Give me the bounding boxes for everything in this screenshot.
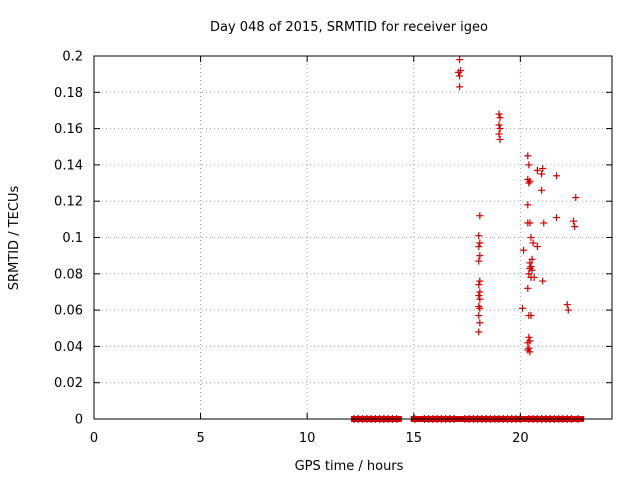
data-point <box>570 217 578 225</box>
data-point <box>524 152 532 160</box>
data-point <box>525 179 533 187</box>
data-point <box>475 328 483 336</box>
data-point <box>476 295 484 303</box>
y-tick-label: 0.08 <box>54 267 83 282</box>
data-point <box>475 281 483 289</box>
data-point <box>553 172 561 180</box>
data-point <box>496 125 504 133</box>
y-tick-label: 0.2 <box>62 50 83 65</box>
data-point <box>476 319 484 327</box>
data-point <box>528 266 536 274</box>
x-tick-label: 0 <box>90 431 98 446</box>
data-point <box>518 304 526 312</box>
data-point <box>528 255 536 263</box>
data-point <box>457 67 465 75</box>
data-point <box>524 201 532 209</box>
data-point <box>476 277 484 285</box>
x-tick-label: 15 <box>405 431 422 446</box>
data-point <box>476 304 484 312</box>
data-point <box>526 348 534 356</box>
y-tick-label: 0.1 <box>62 231 83 246</box>
data-point <box>496 135 504 143</box>
y-tick-label: 0 <box>75 413 83 428</box>
data-point <box>527 312 535 320</box>
data-point <box>527 263 535 271</box>
data-point <box>456 83 464 91</box>
x-tick-labels: 0 5 10 15 20 <box>90 431 529 446</box>
data-point <box>529 239 537 247</box>
data-point <box>456 72 464 80</box>
data-point <box>572 194 580 202</box>
y-tick-label: 0.12 <box>54 195 83 210</box>
data-point <box>539 165 547 173</box>
data-point <box>476 212 484 220</box>
y-tick-label: 0.06 <box>54 304 83 319</box>
x-axis-label: GPS time / hours <box>295 459 404 474</box>
y-tick-label: 0.02 <box>54 376 83 391</box>
data-point <box>475 292 483 300</box>
data-point <box>527 234 535 241</box>
y-tick-label: 0.14 <box>54 158 83 173</box>
data-point <box>475 257 483 265</box>
data-point <box>525 161 533 169</box>
data-point <box>495 130 503 138</box>
x-tick-label: 10 <box>299 431 316 446</box>
data-point <box>524 339 532 347</box>
data-point <box>540 219 548 227</box>
data-point <box>475 243 483 251</box>
data-point <box>524 284 532 292</box>
data-point <box>564 306 572 314</box>
x-tick-label: 5 <box>196 431 204 446</box>
data-point <box>495 121 503 129</box>
y-tick-labels: 0 0.02 0.04 0.06 0.08 0.1 0.12 0.14 0.16 0.18 0.2 <box>54 50 83 428</box>
data-points <box>455 56 580 356</box>
data-point <box>571 223 579 231</box>
x-tick-label: 20 <box>512 431 529 446</box>
axis-ticks <box>93 55 612 420</box>
data-point <box>563 301 571 309</box>
chart-title: Day 048 of 2015, SRMTID for receiver ige… <box>210 20 488 35</box>
data-point <box>475 302 483 310</box>
data-point <box>526 177 534 185</box>
y-tick-label: 0.18 <box>54 86 83 101</box>
y-tick-label: 0.04 <box>54 340 83 355</box>
grid-lines <box>94 56 612 419</box>
data-point <box>525 270 533 278</box>
data-point <box>553 214 561 222</box>
data-point <box>476 239 484 247</box>
data-point <box>533 166 541 174</box>
data-point <box>530 273 538 281</box>
data-point <box>526 219 534 227</box>
data-point <box>538 186 546 194</box>
data-point <box>533 243 541 251</box>
data-point <box>475 232 483 240</box>
y-tick-label: 0.16 <box>54 122 83 137</box>
data-point <box>456 56 464 64</box>
data-point <box>495 110 503 118</box>
data-point <box>525 333 533 341</box>
data-point <box>525 344 533 352</box>
data-point <box>538 170 546 178</box>
data-point <box>496 114 504 122</box>
data-point <box>476 288 484 296</box>
data-point <box>476 252 484 260</box>
data-point <box>475 312 483 320</box>
data-point <box>539 277 547 285</box>
y-axis-label: SRMTID / TECUs <box>7 186 22 291</box>
data-point <box>520 246 528 254</box>
